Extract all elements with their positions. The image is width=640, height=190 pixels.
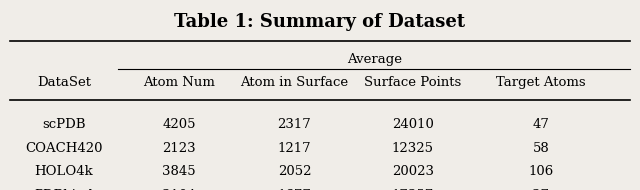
Text: HOLO4k: HOLO4k: [35, 165, 93, 178]
Text: 17357: 17357: [392, 189, 434, 190]
Text: DataSet: DataSet: [37, 76, 91, 89]
Text: 3845: 3845: [163, 165, 196, 178]
Text: 47: 47: [532, 118, 549, 131]
Text: 106: 106: [528, 165, 554, 178]
Text: scPDB: scPDB: [42, 118, 86, 131]
Text: Atom Num: Atom Num: [143, 76, 215, 89]
Text: 3104: 3104: [163, 189, 196, 190]
Text: Table 1: Summary of Dataset: Table 1: Summary of Dataset: [175, 13, 465, 31]
Text: Average: Average: [347, 53, 402, 66]
Text: PDBbind: PDBbind: [35, 189, 93, 190]
Text: 1217: 1217: [278, 142, 311, 154]
Text: 2123: 2123: [163, 142, 196, 154]
Text: 2052: 2052: [278, 165, 311, 178]
Text: 24010: 24010: [392, 118, 434, 131]
Text: Target Atoms: Target Atoms: [496, 76, 586, 89]
Text: COACH420: COACH420: [25, 142, 103, 154]
Text: 58: 58: [532, 142, 549, 154]
Text: 37: 37: [532, 189, 549, 190]
Text: 2317: 2317: [278, 118, 311, 131]
Text: 1677: 1677: [278, 189, 311, 190]
Text: Surface Points: Surface Points: [364, 76, 461, 89]
Text: 20023: 20023: [392, 165, 434, 178]
Text: 4205: 4205: [163, 118, 196, 131]
Text: Atom in Surface: Atom in Surface: [241, 76, 348, 89]
Text: 12325: 12325: [392, 142, 434, 154]
